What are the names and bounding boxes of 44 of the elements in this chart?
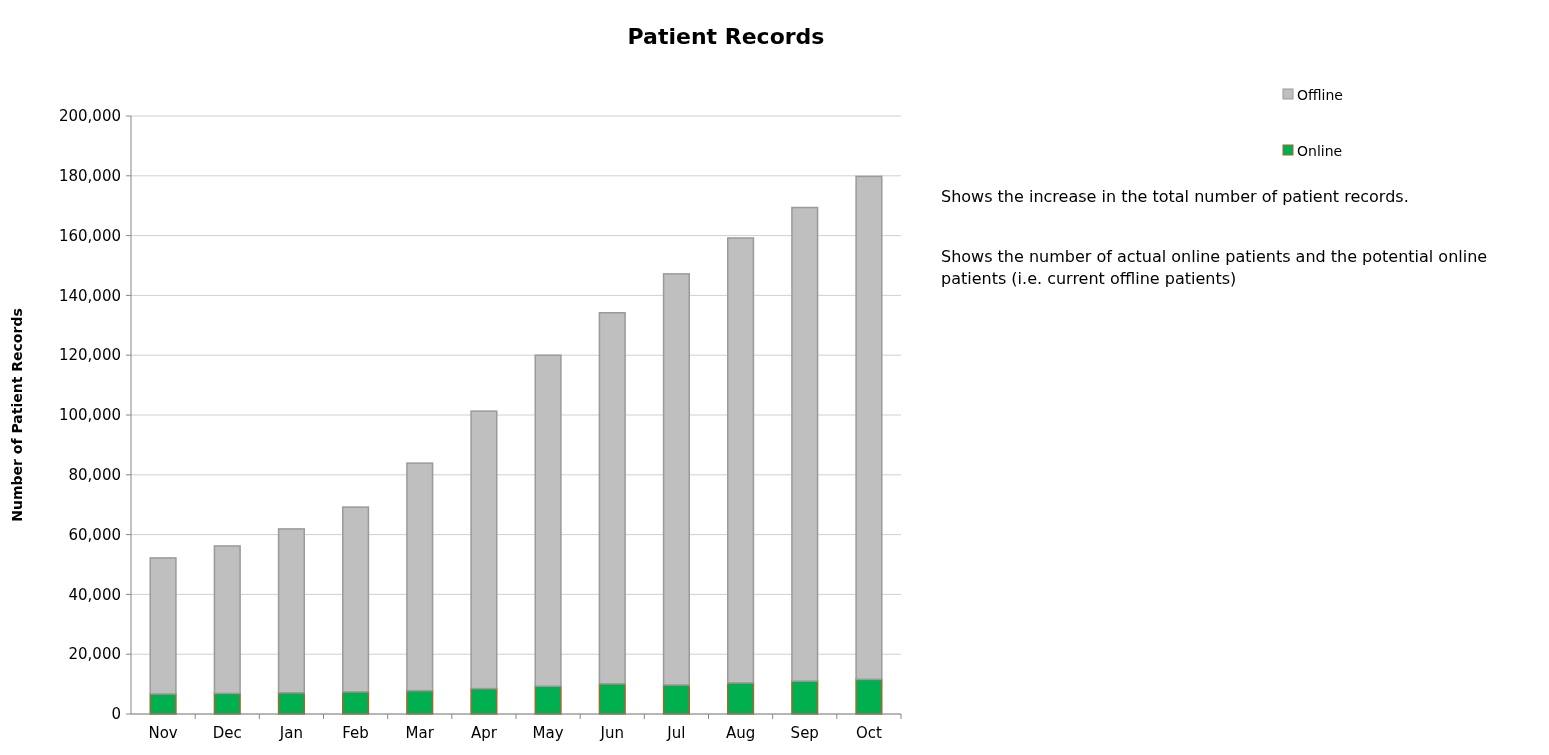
x-tick-label: Oct <box>855 724 882 742</box>
x-tick-label: Jun <box>599 724 624 742</box>
x-tick-label: Apr <box>470 724 498 742</box>
x-tick-label: Aug <box>725 724 756 742</box>
y-tick-label: 200,000 <box>58 107 121 126</box>
y-tick-label: 20,000 <box>68 645 121 664</box>
bar <box>342 506 370 693</box>
bar <box>406 462 434 692</box>
y-tick-label: 140,000 <box>58 286 121 305</box>
y-tick-label: 180,000 <box>58 167 121 186</box>
x-tick-label: Jul <box>666 724 686 742</box>
x-tick-label: Dec <box>212 724 242 742</box>
bar <box>791 680 819 715</box>
x-tick-label: Jan <box>278 724 303 742</box>
bar <box>791 206 819 682</box>
x-tick-label: Nov <box>148 724 178 742</box>
legend-label: Online <box>1297 143 1343 159</box>
bar <box>470 410 498 690</box>
y-tick-label: 100,000 <box>58 406 121 425</box>
bar <box>277 528 305 694</box>
y-tick-label: 40,000 <box>68 585 121 604</box>
bar <box>534 354 562 687</box>
x-tick-label: Feb <box>342 724 369 742</box>
bar <box>662 273 690 686</box>
y-tick-label: 160,000 <box>58 226 121 245</box>
x-tick-label: Sep <box>790 724 819 742</box>
bar <box>213 545 241 695</box>
bar <box>727 237 755 684</box>
bar <box>855 175 883 681</box>
x-tick-label: Mar <box>405 724 435 742</box>
chart-title: Patient Records <box>627 24 825 49</box>
bar <box>598 311 626 685</box>
legend-label: Offline <box>1297 87 1343 103</box>
y-axis-title: Number of Patient Records <box>9 308 25 522</box>
y-tick-label: 60,000 <box>68 525 121 544</box>
bar <box>855 678 883 715</box>
bar <box>470 687 498 715</box>
y-tick-label: 120,000 <box>58 346 121 365</box>
bar <box>149 557 177 695</box>
x-tick-label: May <box>532 724 564 742</box>
text: Shows the increase in the total number of patient records. <box>941 187 1409 206</box>
y-tick-label: 0 <box>111 705 121 724</box>
text: Shows the number of actual online patients and the potential online patients (i.e. current offline patients) <box>941 247 1488 288</box>
y-tick-label: 80,000 <box>68 466 121 485</box>
